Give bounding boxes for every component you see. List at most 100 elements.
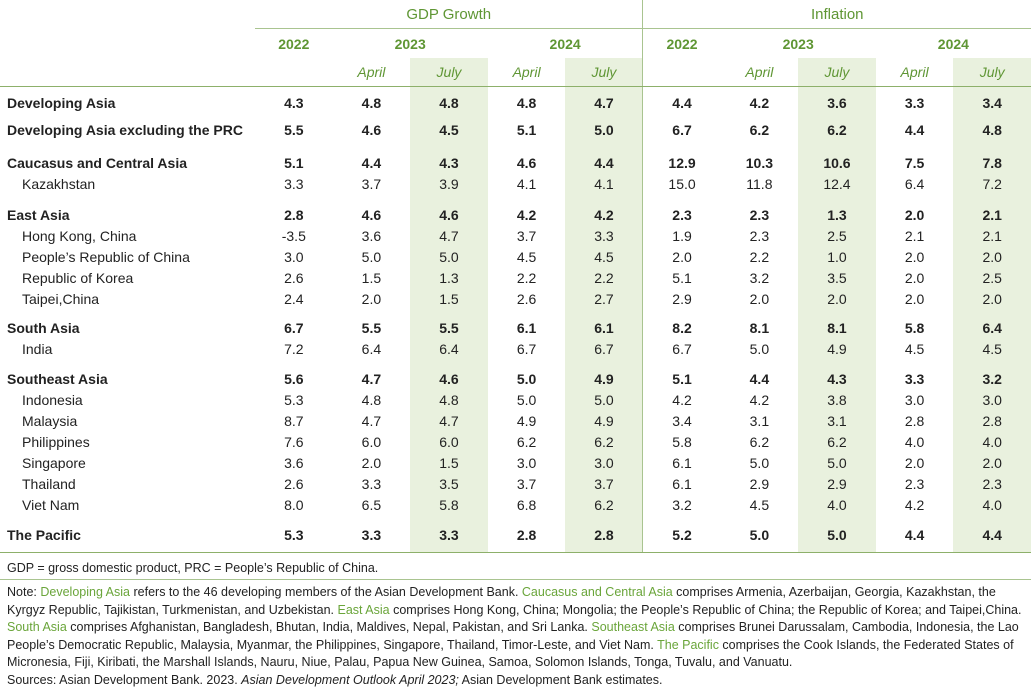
cell-value: 3.1 [749, 412, 770, 429]
cell-value: 3.7 [565, 473, 643, 494]
member-row: Indonesia 5.3 4.8 4.8 5.0 5.0 4.2 4.2 3.8 3.0 3.0 [0, 389, 1031, 410]
cell-value: 3.3 [565, 225, 643, 246]
row-label: Southeast Asia [7, 370, 108, 387]
cell-value: 5.0 [798, 515, 876, 553]
cell-value: 4.0 [904, 433, 925, 450]
group-row: South Asia 6.7 5.5 5.5 6.1 6.1 8.2 8.1 8.1 5.8 6.4 [0, 309, 1031, 338]
cell-value: 6.2 [516, 433, 537, 450]
cell-value: 7.5 [904, 154, 925, 171]
cell-value: 15.0 [642, 173, 721, 194]
cell-value: 2.2 [565, 267, 643, 288]
cell-value: 2.9 [749, 475, 770, 492]
cell-value: 7.2 [953, 173, 1031, 194]
cell-value: 5.0 [798, 452, 876, 473]
cell-value: 3.3 [410, 515, 488, 553]
cell-value: 2.0 [904, 454, 925, 471]
cell-value: 4.7 [410, 410, 488, 431]
cell-value: 10.3 [745, 154, 773, 171]
month-header: April [875, 58, 954, 87]
note-text: comprises Hong Kong, China; Mongolia; th… [389, 602, 1022, 617]
group-header: GDP Growth [255, 0, 643, 29]
cell-value: 5.0 [361, 248, 382, 265]
cell-value: 7.6 [284, 433, 304, 450]
cell-value: 4.0 [953, 494, 1031, 515]
year-header: 2024 [549, 35, 581, 52]
cell-value: 5.1 [516, 121, 537, 138]
cell-value: 4.9 [565, 410, 643, 431]
month-header: July [798, 58, 876, 87]
cell-value: 4.5 [904, 340, 925, 357]
group-header: Inflation [642, 0, 1031, 29]
cell-value: 6.1 [642, 452, 721, 473]
row-label: Developing Asia [7, 94, 116, 111]
cell-value: 3.0 [953, 389, 1031, 410]
cell-value: 5.0 [516, 370, 537, 387]
cell-value: 4.7 [361, 370, 382, 387]
cell-value: 2.0 [642, 246, 721, 267]
table-body: Developing Asia 4.3 4.8 4.8 4.8 4.7 4.4 4.2 3.6 3… [0, 86, 1031, 553]
cell-value: 5.5 [284, 121, 304, 138]
cell-value: 11.8 [746, 175, 773, 192]
cell-value: 4.5 [749, 496, 770, 513]
cell-value: 6.7 [516, 340, 537, 357]
cell-value: 4.5 [410, 113, 488, 140]
cell-value: 3.6 [798, 86, 876, 113]
note-term: Southeast Asia [591, 620, 675, 634]
cell-value: 4.8 [410, 389, 488, 410]
row-label: India [22, 340, 53, 357]
cell-value: 5.0 [410, 246, 488, 267]
cell-value: 6.7 [642, 113, 721, 140]
cell-value: 4.8 [361, 391, 382, 408]
month-header: April [332, 58, 411, 87]
cell-value: 6.2 [798, 431, 876, 452]
cell-value: 6.2 [798, 113, 876, 140]
row-label: East Asia [7, 206, 70, 223]
cell-value: 6.7 [565, 338, 643, 359]
row-label: Caucasus and Central Asia [7, 154, 187, 171]
header-row: April July April July April July April July [0, 58, 1031, 87]
cell-value: 6.1 [642, 473, 721, 494]
cell-value: 2.3 [749, 206, 770, 223]
cell-value: 2.0 [904, 269, 925, 286]
row-label: Kazakhstan [22, 175, 96, 192]
cell-value: 4.8 [516, 94, 537, 111]
cell-value: 4.2 [749, 94, 770, 111]
cell-value: 3.2 [953, 359, 1031, 389]
cell-value: 12.4 [798, 173, 876, 194]
cell-value: 4.5 [565, 246, 643, 267]
row-label: Developing Asia excluding the PRC [7, 121, 243, 138]
row-label: Viet Nam [22, 496, 80, 513]
cell-value: 6.4 [904, 175, 925, 192]
cell-value: 2.7 [565, 288, 643, 309]
cell-value: 4.6 [361, 206, 382, 223]
cell-value: 6.2 [749, 121, 770, 138]
cell-value: 3.0 [284, 248, 304, 265]
note-label: Note: [7, 585, 41, 599]
cell-value: 3.7 [516, 227, 537, 244]
month-header: April [720, 58, 799, 87]
cell-value: 4.0 [798, 494, 876, 515]
cell-value: 8.7 [284, 412, 304, 429]
cell-value: 6.4 [410, 338, 488, 359]
cell-value: 4.1 [516, 175, 537, 192]
cell-value: 2.0 [798, 288, 876, 309]
table-header: GDP Growth Inflation 2022 2023 2024 2022 2023 2… [0, 0, 1031, 87]
data-table: GDP Growth Inflation 2022 2023 2024 2022 2023 2… [0, 0, 1031, 553]
cell-value: 2.1 [953, 225, 1031, 246]
member-row: Kazakhstan 3.3 3.7 3.9 4.1 4.1 15.0 11.8 12.4 6.4… [0, 173, 1031, 194]
cell-value: 4.6 [410, 359, 488, 389]
sources-prefix: Sources: Asian Development Bank. 2023. [7, 672, 242, 687]
cell-value: 5.0 [565, 113, 643, 140]
cell-value: 3.4 [642, 410, 721, 431]
cell-value: 4.2 [565, 194, 643, 225]
cell-value: 4.4 [953, 515, 1031, 553]
sources-suffix: Asian Development Bank estimates. [458, 672, 663, 687]
row-label: Singapore [22, 454, 86, 471]
cell-value: 5.0 [516, 391, 537, 408]
cell-value: 6.2 [565, 431, 643, 452]
blank [0, 58, 255, 87]
cell-value: 6.1 [565, 309, 643, 338]
member-row: Thailand 2.6 3.3 3.5 3.7 3.7 6.1 2.9 2.9 2.3 2.3 [0, 473, 1031, 494]
header-row: 2022 2023 2024 2022 2023 2024 [0, 28, 1031, 58]
